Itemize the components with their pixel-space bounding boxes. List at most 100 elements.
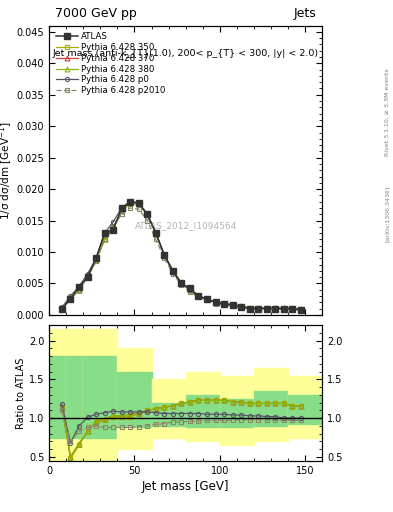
Pythia 6.428 p0 [205, 296, 209, 302]
Pythia 6.428 p0 [239, 304, 244, 310]
Pythia 6.428 380 [247, 305, 252, 311]
Pythia 6.428 p2010 [187, 289, 192, 295]
Pythia 6.428 p2010 [119, 211, 124, 217]
Pythia 6.428 p2010 [153, 237, 158, 243]
Pythia 6.428 350 [111, 225, 116, 231]
ATLAS [171, 268, 175, 274]
Pythia 6.428 350 [205, 296, 209, 302]
Pythia 6.428 p0 [119, 205, 124, 211]
Pythia 6.428 p0 [281, 306, 286, 312]
Pythia 6.428 p2010 [179, 282, 184, 288]
Pythia 6.428 380 [187, 287, 192, 293]
Pythia 6.428 p0 [162, 252, 167, 258]
ATLAS [85, 274, 90, 280]
Pythia 6.428 380 [171, 268, 175, 274]
Pythia 6.428 p2010 [85, 274, 90, 280]
Pythia 6.428 370 [136, 201, 141, 207]
Pythia 6.428 380 [119, 208, 124, 214]
Pythia 6.428 380 [205, 296, 209, 302]
Y-axis label: Ratio to ATLAS: Ratio to ATLAS [16, 357, 26, 429]
Pythia 6.428 p2010 [273, 306, 278, 312]
Pythia 6.428 370 [111, 225, 116, 231]
Pythia 6.428 370 [179, 281, 184, 287]
Pythia 6.428 370 [162, 252, 167, 258]
Pythia 6.428 p0 [136, 200, 141, 206]
Pythia 6.428 p0 [102, 230, 107, 236]
Pythia 6.428 350 [136, 202, 141, 208]
Pythia 6.428 p2010 [222, 302, 226, 308]
ATLAS [136, 200, 141, 206]
Pythia 6.428 370 [187, 287, 192, 293]
Pythia 6.428 p2010 [171, 271, 175, 277]
Pythia 6.428 p2010 [136, 206, 141, 212]
Pythia 6.428 p2010 [102, 237, 107, 243]
Pythia 6.428 p0 [264, 306, 269, 312]
Pythia 6.428 380 [290, 305, 295, 311]
Pythia 6.428 380 [196, 293, 201, 299]
ATLAS [264, 306, 269, 312]
Pythia 6.428 350 [77, 287, 81, 293]
ATLAS [77, 284, 81, 290]
Pythia 6.428 p2010 [77, 287, 81, 293]
Pythia 6.428 380 [281, 305, 286, 311]
Pythia 6.428 380 [239, 303, 244, 309]
Pythia 6.428 p0 [68, 293, 73, 299]
ATLAS [145, 211, 150, 217]
ATLAS [68, 296, 73, 302]
ATLAS [60, 306, 64, 312]
Pythia 6.428 370 [128, 199, 132, 205]
Pythia 6.428 350 [187, 287, 192, 293]
Pythia 6.428 p2010 [299, 307, 303, 313]
Pythia 6.428 350 [68, 296, 73, 302]
Pythia 6.428 p0 [94, 255, 98, 261]
Pythia 6.428 370 [264, 305, 269, 311]
ATLAS [222, 301, 226, 307]
Y-axis label: 1/σ dσ/dm [GeV$^{-1}$]: 1/σ dσ/dm [GeV$^{-1}$] [0, 121, 14, 220]
ATLAS [230, 303, 235, 309]
Pythia 6.428 p2010 [256, 306, 261, 312]
Text: ATLAS_2012_I1094564: ATLAS_2012_I1094564 [134, 221, 237, 230]
Pythia 6.428 p2010 [264, 306, 269, 312]
Pythia 6.428 380 [77, 287, 81, 293]
Pythia 6.428 380 [111, 225, 116, 231]
ATLAS [102, 230, 107, 236]
Pythia 6.428 p2010 [68, 296, 73, 302]
Pythia 6.428 p0 [128, 199, 132, 205]
Pythia 6.428 370 [299, 306, 303, 312]
Pythia 6.428 370 [230, 302, 235, 308]
ATLAS [196, 293, 201, 299]
Line: Pythia 6.428 350: Pythia 6.428 350 [59, 201, 303, 312]
Pythia 6.428 p0 [171, 268, 175, 274]
ATLAS [94, 255, 98, 261]
Pythia 6.428 350 [128, 200, 132, 206]
Pythia 6.428 p2010 [111, 224, 116, 230]
Pythia 6.428 380 [213, 299, 218, 305]
Line: Pythia 6.428 p2010: Pythia 6.428 p2010 [59, 205, 303, 313]
Line: Pythia 6.428 380: Pythia 6.428 380 [59, 199, 303, 312]
Pythia 6.428 380 [128, 199, 132, 205]
Pythia 6.428 370 [153, 230, 158, 236]
Pythia 6.428 370 [222, 300, 226, 306]
Pythia 6.428 380 [153, 230, 158, 236]
Pythia 6.428 370 [60, 306, 64, 312]
ATLAS [290, 306, 295, 312]
Pythia 6.428 370 [239, 303, 244, 309]
Pythia 6.428 370 [119, 208, 124, 214]
Pythia 6.428 350 [299, 306, 303, 312]
Pythia 6.428 p0 [299, 307, 303, 313]
Legend: ATLAS, Pythia 6.428 350, Pythia 6.428 370, Pythia 6.428 380, Pythia 6.428 p0, Py: ATLAS, Pythia 6.428 350, Pythia 6.428 37… [53, 30, 168, 98]
Pythia 6.428 p0 [145, 211, 150, 217]
Pythia 6.428 370 [77, 287, 81, 293]
Pythia 6.428 350 [102, 237, 107, 243]
Pythia 6.428 350 [179, 281, 184, 287]
ATLAS [187, 285, 192, 291]
Pythia 6.428 p2010 [290, 306, 295, 312]
Pythia 6.428 p2010 [162, 255, 167, 261]
Pythia 6.428 370 [247, 305, 252, 311]
ATLAS [213, 299, 218, 305]
Pythia 6.428 380 [230, 302, 235, 308]
Pythia 6.428 370 [281, 305, 286, 311]
Pythia 6.428 p0 [256, 306, 261, 312]
Pythia 6.428 p2010 [213, 301, 218, 307]
Pythia 6.428 380 [60, 306, 64, 312]
